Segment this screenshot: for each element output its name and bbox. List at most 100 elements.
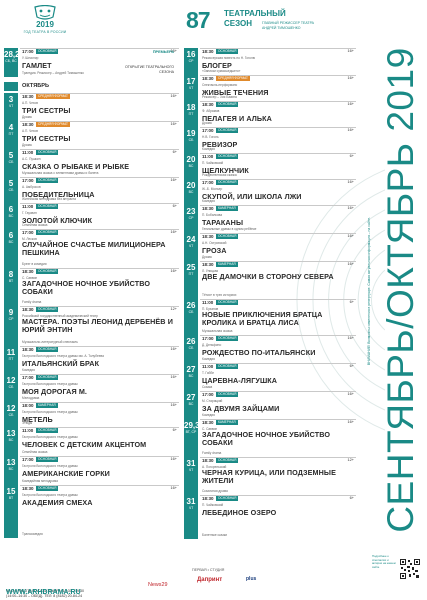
event-title[interactable]: ПЕЛАГЕЯ И АЛЬКА — [202, 114, 272, 123]
event-row[interactable]: 5 СБ 17:00 ОСНОВНАЯ 16+ А. Амбросов ПОБЕДИТЕЛЬ… — [4, 177, 179, 203]
event-title[interactable]: ДВЕ ДАМОЧКИ В СТОРОНУ СЕВЕРА — [202, 272, 334, 281]
event-row[interactable]: 11 ПТ 18:30 ОСНОВНАЯ 16+ Гастроли Вологодског… — [4, 346, 179, 374]
event-time: 17:00 — [202, 392, 214, 397]
event-title[interactable]: ЧЕЛОВЕК С ДЕТСКИМ АКЦЕНТОМ — [22, 440, 147, 449]
event-day: 27 — [186, 393, 196, 402]
event-weekday: ПТ — [8, 357, 14, 361]
event-title[interactable]: ЛЕБЕДИНОЕ ОЗЕРО — [202, 508, 277, 517]
event-note: Музыкальная сказка с элементами драмы и … — [22, 171, 99, 175]
event-weekday: СБ — [8, 385, 14, 389]
event-row[interactable]: 17 ЧТ 18:30 СРЕДНЯЯ ФОРМАТ 16+ Спектакль-перф… — [184, 75, 356, 101]
row-divider — [200, 363, 356, 364]
row-divider — [200, 179, 356, 180]
qr-code-icon[interactable] — [399, 558, 421, 580]
season-number: 87 — [186, 7, 211, 33]
theatre-logo[interactable]: 2019 ГОД ТЕАТРА В РОССИИ — [6, 5, 84, 35]
event-time: 18:30 — [202, 262, 214, 267]
event-title[interactable]: ИТАЛЬЯНСКИЙ БРАК — [22, 359, 100, 368]
event-title[interactable]: СКАЗКА О РЫБАКЕ И РЫБКЕ — [22, 162, 130, 171]
event-row[interactable]: 13 ВС 17:00 ОСНОВНАЯ 16+ Гастроли Вологодског… — [4, 456, 179, 485]
event-row[interactable]: 29,30 ВТ, СР 18:30 КАМЕРНАЯ 16+ С. Саввин ЗАГА… — [184, 419, 356, 457]
event-note: Режиссер – Зоя Бакина — [202, 95, 237, 99]
stage-badge: ОСНОВНАЯ — [36, 428, 59, 433]
event-row[interactable]: 13 ВС 11:00 ОСНОВНАЯ 6+ Гастроли Вологодского… — [4, 427, 179, 456]
event-title[interactable]: СКУПОЙ, ИЛИ ШКОЛА ЛЖИ — [202, 192, 302, 201]
event-row[interactable]: 31 ЧТ 18:30 ОСНОВНАЯ 12+ А. Погорельский ЧЕРНА… — [184, 457, 356, 495]
row-divider — [200, 101, 356, 102]
event-title[interactable]: ЦАРЕВНА-ЛЯГУШКА — [202, 376, 278, 385]
event-title[interactable]: ЧЕРНАЯ КУРИЦА, ИЛИ ПОДЗЕМНЫЕ ЖИТЕЛИ — [202, 468, 336, 485]
event-title[interactable]: МАСТЕРА. ПОЭТЫ ЛЕОНИД ДЕРБЕНЁВ И ЮРИЙ ЭН… — [22, 317, 173, 334]
event-title[interactable]: РОЖДЕСТВО ПО-ИТАЛЬЯНСКИ — [202, 348, 316, 357]
event-row[interactable]: 12 СБ 18:00 КАМЕРНАЯ 16+ Гастроли Вологодског… — [4, 402, 179, 427]
event-row[interactable]: 16 СР 18:30 ОСНОВНАЯ 16+ Режиссерская повесть… — [184, 48, 356, 75]
event-title[interactable]: ГАМЛЕТ — [22, 61, 52, 70]
season-word-2: СЕЗОН — [224, 19, 253, 28]
event-date: 20 ВС — [184, 179, 198, 205]
stage-badge: КАМЕРНАЯ — [216, 420, 238, 425]
event-row[interactable]: 6 ВС 17:00 ОСНОВНАЯ 16+ М. Лесков СЛУЧАЙНОЕ СЧ… — [4, 229, 179, 268]
row-divider — [200, 153, 356, 154]
stage-badge: ОСНОВНАЯ — [36, 375, 59, 380]
event-title[interactable]: ГРОЗА — [202, 246, 227, 255]
event-row[interactable]: 31 ЧТ 18:30 ОСНОВНАЯ 6+ П. Чайковский ЛЕБЕДИНО… — [184, 495, 356, 539]
event-author: П. Буханов — [202, 307, 219, 311]
event-title[interactable]: ЗОЛОТОЙ КЛЮЧИК — [22, 216, 93, 225]
event-title[interactable]: АМЕРИКАНСКИЕ ГОРКИ — [22, 469, 110, 478]
event-title[interactable]: РЕВИЗОР — [202, 140, 238, 149]
event-weekday: СР — [188, 59, 194, 63]
event-weekday: СР — [8, 317, 14, 321]
event-row[interactable]: 18 ПТ 18:30 ОСНОВНАЯ 16+ Ф. Абрамов ПЕЛАГЕЯ И … — [184, 101, 356, 127]
vertical-subtitle: ВНИМАНИЕ! Возможны изменения в репертуар… — [364, 41, 374, 541]
event-row[interactable]: 3 ЧТ 18:30 СРЕДНЯЯ ФОРМАТ 16+ А.П. Чехов ТРИ С… — [4, 93, 179, 121]
event-row[interactable]: 4 ПТ 18:30 СРЕДНЯЯ ФОРМАТ 16+ А.П. Чехов ТРИ С… — [4, 121, 179, 149]
event-row[interactable]: 15 ВТ 18:30 ОСНОВНАЯ 16+ Гастроли Вологодског… — [4, 485, 179, 538]
event-row[interactable]: 27 ВС 11:00 ОСНОВНАЯ 6+ Т. Габбе ЦАРЕВНА-ЛЯГУШ… — [184, 363, 356, 391]
event-row[interactable]: 12 СБ 17:00 ОСНОВНАЯ 16+ Гастроли Вологодског… — [4, 374, 179, 402]
event-title[interactable]: ТРИ СЕСТРЫ — [22, 134, 71, 143]
event-row[interactable]: 26 СБ 11:00 ОСНОВНАЯ 6+ П. Буханов НОВЫЕ ПРИКЛ… — [184, 299, 356, 335]
event-row[interactable]: 8 ВТ 18:30 ОСНОВНАЯ 16+ С. Саввин ЗАГАДОЧНОЕ Н… — [4, 268, 179, 306]
event-title[interactable]: МЕТЕЛЬ — [22, 415, 53, 424]
row-divider — [20, 306, 179, 307]
event-note: Сказочная драма — [202, 489, 228, 493]
event-row[interactable]: 25 ПТ 18:30 КАМЕРНАЯ 16+ Л. Улицкая ДВЕ ДАМОЧК… — [184, 261, 356, 299]
event-title[interactable]: ЗАГАДОЧНОЕ НОЧНОЕ УБИЙСТВО СОБАКИ — [202, 430, 331, 447]
event-title[interactable]: ЩЕЛКУНЧИК — [202, 166, 249, 175]
event-title[interactable]: НОВЫЕ ПРИКЛЮЧЕНИЯ БРАТЦА КРОЛИКА И БРАТЦ… — [202, 310, 323, 327]
event-row[interactable]: 26 СБ 17:00 ОСНОВНАЯ 16+ Д. Дельфино РОЖДЕСТВО… — [184, 335, 356, 363]
event-time: 17:00 — [22, 178, 34, 183]
box-office-phone: (14:00–14:30 – ОБЕД). ТЕЛ: 8 (8182) 20-8… — [6, 594, 83, 598]
event-row[interactable]: 28,29 СБ, ВС 17:00 ОСНОВНАЯ 16+ У. Шекспир ГАМ… — [4, 48, 179, 77]
event-author: Д. Дельфино — [202, 343, 222, 347]
event-title[interactable]: АКАДЕМИЯ СМЕХА — [22, 498, 93, 507]
event-date: 18 ПТ — [184, 101, 198, 127]
stage-badge: КАМЕРНАЯ — [216, 262, 238, 267]
event-title[interactable]: ЗАГАДОЧНОЕ НОЧНОЕ УБИЙСТВО СОБАКИ — [22, 279, 151, 296]
event-title[interactable]: ТАРАКАНЫ — [202, 218, 244, 227]
event-title[interactable]: БЛОГЕР — [202, 61, 232, 70]
event-title[interactable]: ТРИ СЕСТРЫ — [22, 106, 71, 115]
event-row[interactable]: 20 ВС 17:00 ОСНОВНАЯ 16+ Ж.-Б. Мольер СКУПОЙ, … — [184, 179, 356, 205]
website-link[interactable]: WWW.ARHDRAMA.RU — [6, 589, 81, 596]
event-row[interactable]: 19 СБ 17:00 ОСНОВНАЯ 16+ Н.В. Гоголь РЕВИЗОР Ко… — [184, 127, 356, 153]
event-weekday: ВС — [8, 467, 14, 471]
event-title[interactable]: ЖИВЫЕ ТЕЧЕНИЯ — [202, 88, 269, 97]
event-title[interactable]: СЛУЧАЙНОЕ СЧАСТЬЕ МИЛИЦИОНЕРА ПЕШКИНА — [22, 240, 166, 257]
event-title[interactable]: ПОБЕДИТЕЛЬНИЦА — [22, 190, 95, 199]
event-row[interactable]: 5 СБ 11:00 ОСНОВНАЯ 6+ А.С. Пушкин СКАЗКА О РЫ… — [4, 149, 179, 177]
event-title[interactable]: ЗА ДВУМЯ ЗАЙЦАМИ — [202, 404, 280, 413]
event-row[interactable]: 27 ВС 17:00 ОСНОВНАЯ 16+ М. Старицкий ЗА ДВУМЯ… — [184, 391, 356, 419]
event-row[interactable]: 24 ЧТ 18:30 ОСНОВНАЯ 16+ А.Н. Островский ГРОЗА… — [184, 233, 356, 261]
event-row[interactable]: 9 СР 18:30 ОСНОВНАЯ 12+ Российский государств… — [4, 306, 179, 346]
event-time: 18:30 — [22, 94, 34, 99]
event-row[interactable]: 6 ВС 11:00 ОСНОВНАЯ 6+ Г. Гаусвин ЗОЛОТОЙ КЛЮЧ… — [4, 203, 179, 229]
event-title[interactable]: МОЯ ДОРОГАЯ М. — [22, 387, 88, 396]
event-note: Музыкальная сказка — [202, 329, 233, 333]
row-divider — [20, 48, 179, 49]
event-date: 13 ВС — [4, 427, 18, 456]
event-row[interactable]: 20 ВС 11:00 ОСНОВНАЯ 6+ П. Чайковский ЩЕЛКУНЧИ… — [184, 153, 356, 179]
event-date: 3 ЧТ — [4, 93, 18, 121]
event-row[interactable]: 23 СР 18:30 КАМЕРНАЯ 16+ П. Бобилкова ТАРАКАНЫ… — [184, 205, 356, 233]
event-time: 17:00 — [22, 49, 34, 54]
